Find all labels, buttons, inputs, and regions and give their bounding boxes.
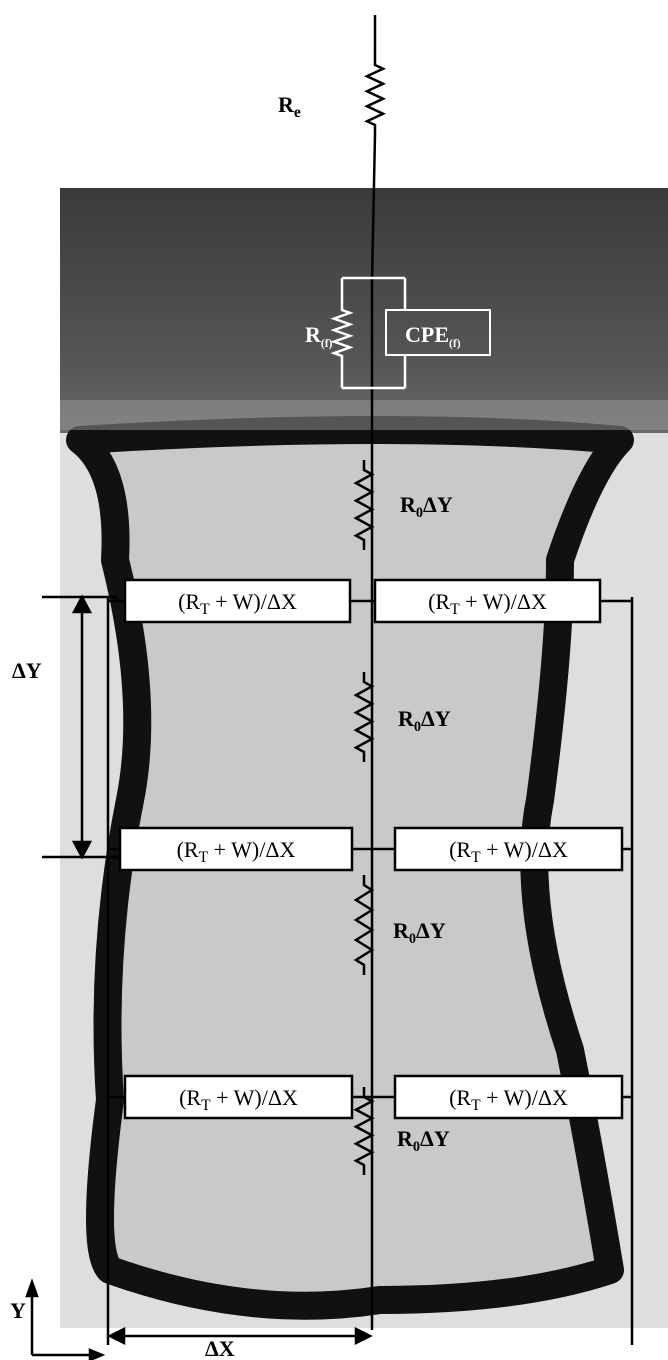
subscript: 0 [414, 719, 421, 735]
text-part: ΔY [12, 658, 42, 683]
arrowhead [27, 1282, 37, 1296]
text-part: R [305, 322, 322, 347]
text-part: (R [177, 837, 199, 862]
arrowhead [90, 1350, 102, 1360]
subscript: 0 [413, 1139, 420, 1155]
transfer-impedance-label: (RT + W)/ΔX [449, 1085, 568, 1114]
transfer-impedance-label: (RT + W)/ΔX [177, 837, 296, 866]
text-part: R [397, 1126, 414, 1151]
text-part: + W)/ΔX [208, 837, 295, 862]
text-part: (R [449, 837, 471, 862]
text-part: R [398, 706, 415, 731]
transfer-impedance-label: (RT + W)/ΔX [428, 589, 547, 618]
text-part: R [400, 492, 417, 517]
text-part: (R [449, 1085, 471, 1110]
axial-resistance-label: R0ΔY [397, 1126, 450, 1155]
dx-label: ΔX [205, 1336, 235, 1360]
text-part: + W)/ΔX [481, 837, 568, 862]
subscript: T [471, 849, 481, 866]
subscript: (f) [321, 337, 333, 350]
dy-label: ΔY [12, 658, 42, 683]
axial-resistance-label: R0ΔY [400, 492, 453, 521]
text-part: R [393, 918, 410, 943]
transfer-impedance-label: (RT + W)/ΔX [178, 589, 297, 618]
resistor [367, 55, 383, 135]
transfer-impedance-label: (RT + W)/ΔX [179, 1085, 298, 1114]
diagram: ReR(f)CPE(f)R0ΔYR0ΔYR0ΔYR0ΔY(RT + W)/ΔX(… [0, 0, 668, 1360]
text-part: (R [428, 589, 450, 614]
subscript: T [471, 1097, 481, 1114]
subscript: T [450, 601, 460, 618]
text-part: (R [178, 589, 200, 614]
subscript: e [294, 104, 301, 121]
subscript: T [200, 601, 210, 618]
film-region [60, 188, 668, 433]
subscript: T [201, 1097, 211, 1114]
transfer-impedance-label: (RT + W)/ΔX [449, 837, 568, 866]
text-part: (R [179, 1085, 201, 1110]
subscript: 0 [409, 931, 416, 947]
y-axis-label: Y [10, 1298, 26, 1323]
text-part: Y [10, 1298, 26, 1323]
text-part: + W)/ΔX [481, 1085, 568, 1110]
text-part: ΔY [421, 706, 451, 731]
text-part: ΔY [423, 492, 453, 517]
axial-resistance-label: R0ΔY [398, 706, 451, 735]
text-part: + W)/ΔX [460, 589, 547, 614]
subscript: 0 [416, 505, 423, 521]
subscript: T [199, 849, 209, 866]
text-part: R [278, 92, 295, 117]
text-part: ΔY [416, 918, 446, 943]
text-part: + W)/ΔX [211, 1085, 298, 1110]
interface [60, 400, 668, 430]
text-part: CPE [405, 322, 449, 347]
subscript: (f) [449, 337, 461, 350]
text-part: ΔY [420, 1126, 450, 1151]
arrowhead [356, 1329, 370, 1343]
axial-resistance-label: R0ΔY [393, 918, 446, 947]
electrolyte-label: Re [278, 92, 301, 121]
text-part: ΔX [205, 1336, 235, 1360]
text-part: + W)/ΔX [210, 589, 297, 614]
arrowhead [110, 1329, 124, 1343]
